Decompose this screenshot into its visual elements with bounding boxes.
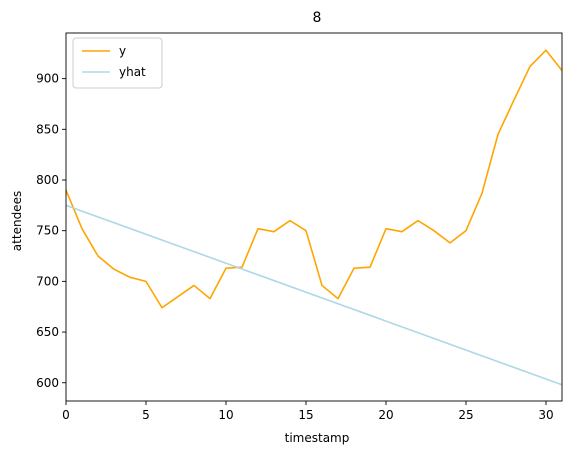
legend-box (72, 37, 163, 89)
y-tick-label: 900 (36, 72, 59, 86)
y-tick-label: 700 (36, 274, 59, 288)
series-line-y (66, 49, 562, 309)
legend-label-yhat: yhat (119, 65, 146, 79)
plot-area: 0 5 10 15 20 25 30 600 650 700 750 800 850 900 (36, 32, 563, 422)
x-axis-label: timestamp (285, 431, 350, 445)
x-tick-label: 25 (458, 408, 473, 422)
legend-label-y: y (119, 44, 126, 58)
x-tick-label: 5 (142, 408, 150, 422)
y-axis-label: attendees (10, 191, 24, 251)
series-line-yhat (66, 204, 562, 386)
y-tick-label: 650 (36, 325, 59, 339)
legend: y yhat (72, 37, 163, 89)
y-tick-label: 800 (36, 173, 59, 187)
axes-frame (65, 32, 563, 402)
y-tick-label: 600 (36, 376, 59, 390)
x-tick-label: 10 (218, 408, 233, 422)
x-tick-label: 20 (378, 408, 393, 422)
chart-title: 8 (313, 10, 322, 26)
x-tick-label: 30 (538, 408, 553, 422)
y-tick-label: 850 (36, 122, 59, 136)
x-tick-label: 0 (62, 408, 70, 422)
x-tick-label: 15 (298, 408, 313, 422)
series-group (66, 49, 562, 386)
y-tick-label: 750 (36, 224, 59, 238)
